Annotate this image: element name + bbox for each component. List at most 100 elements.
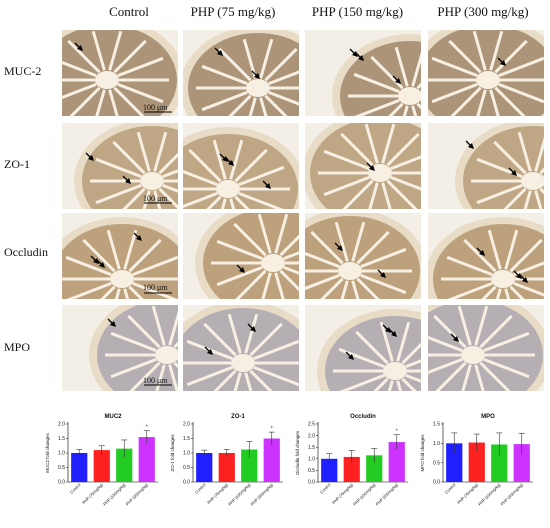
arrow-marker: [519, 274, 528, 283]
histology-panel-occludin-php-300: [428, 213, 544, 299]
y-tick-label: 2.0: [308, 433, 315, 439]
column-header-php-150: PHP (150 mg/kg): [311, 4, 404, 19]
bar-1: [343, 456, 360, 482]
x-tick-label: PHP (300mg/kg): [125, 482, 150, 507]
tissue-image: [183, 305, 299, 391]
tissue-image: [183, 30, 299, 116]
y-tick-label: 0.0: [308, 480, 315, 486]
y-tick-label: 1.0: [58, 451, 65, 457]
bar-0: [196, 453, 213, 482]
bar-chart-zo1: ZO-1 ZO-1 fold changes 0.0 0.5 1.0 1.5 2.0 Cont…: [165, 410, 290, 526]
arrow-marker: [85, 152, 94, 161]
bar-2: [116, 448, 133, 482]
histology-panel-mpo-php-150: [305, 305, 421, 391]
y-axis-label: MUC2 fold changes: [45, 432, 50, 472]
y-tick-label: 1.5: [308, 445, 315, 451]
bar-1: [468, 442, 485, 482]
x-tick-label: PHP (300mg/kg): [250, 482, 275, 507]
y-tick-label: 1.0: [308, 457, 315, 463]
y-tick-label: 2.5: [308, 422, 315, 428]
error-bar-2: [496, 432, 503, 457]
tissue-image: [305, 213, 421, 299]
error-bar-2: [246, 441, 253, 458]
arrow-marker: [96, 259, 105, 268]
arrow-marker: [349, 48, 358, 57]
arrow-marker: [334, 242, 343, 251]
tissue-image: [195, 213, 299, 299]
bar-1: [218, 453, 235, 482]
error-bar-1: [98, 445, 105, 455]
histology-panel-mpo-php-75: [183, 305, 299, 391]
arrow-marker: [74, 42, 83, 51]
arrow-marker: [355, 52, 364, 61]
error-bar-1: [223, 449, 230, 457]
chart-title: MPO: [481, 414, 495, 420]
histology-panel-muc2-php-150: [305, 30, 421, 116]
error-bar-1: [348, 450, 355, 464]
y-tick-label: 0.0: [433, 480, 440, 486]
arrow-marker: [236, 264, 245, 273]
x-tick-label: PHP (75mg/kg): [206, 482, 229, 505]
error-bar-2: [371, 448, 378, 463]
y-tick-label: 1.5: [183, 436, 190, 442]
significance-marker: *: [271, 426, 273, 432]
arrow-marker: [204, 346, 213, 355]
error-bar-3: [393, 434, 400, 450]
y-tick-label: 1.0: [433, 441, 440, 447]
chart-title: ZO-1: [231, 414, 245, 420]
x-tick-label: Control: [444, 482, 457, 495]
column-header-php-75: PHP (75 mg/kg): [190, 4, 276, 19]
arrow-marker: [133, 232, 142, 241]
y-tick-label: 0.0: [183, 480, 190, 486]
error-bar-0: [451, 432, 458, 454]
y-axis-label: Occludin fold changes: [295, 430, 300, 475]
bar-3: [388, 442, 405, 482]
bar-0: [71, 453, 88, 482]
histology-panel-occludin-control: [62, 213, 178, 299]
y-tick-label: 0.5: [58, 465, 65, 471]
tissue-image: [317, 309, 421, 391]
tissue-image: [455, 123, 544, 209]
error-bar-0: [201, 449, 208, 456]
bar-2: [491, 444, 508, 482]
row-label-muc2: MUC-2: [4, 64, 42, 78]
bar-0: [321, 458, 338, 482]
bar-3: [513, 444, 530, 482]
bar-2: [366, 455, 383, 482]
column-header-php-300: PHP (300 mg/kg): [437, 4, 529, 19]
histology-panel-occludin-php-150: [305, 213, 421, 299]
chart-title: Occludin: [350, 414, 376, 420]
y-tick-label: 2.0: [183, 422, 190, 428]
arrow-marker: [107, 318, 116, 327]
arrow-marker: [513, 270, 522, 279]
y-axis-label: MPO fold changes: [420, 434, 425, 472]
x-tick-label: PHP (75mg/kg): [331, 482, 354, 505]
x-tick-label: PHP (150mg/kg): [352, 482, 377, 507]
bar-3: [263, 438, 280, 482]
row-label-occludin: Occludin: [4, 245, 48, 259]
x-tick-label: PHP (300mg/kg): [375, 482, 400, 507]
error-bar-1: [473, 433, 480, 452]
significance-marker: *: [396, 429, 398, 435]
tissue-image: [89, 305, 178, 391]
x-tick-label: Control: [194, 482, 207, 495]
tissue-image: [183, 127, 299, 209]
bar-3: [138, 437, 155, 482]
histology-panel-occludin-php-75: [183, 213, 299, 299]
arrow-marker: [377, 269, 386, 278]
x-tick-label: Control: [69, 482, 82, 495]
arrow-marker: [497, 57, 506, 66]
column-header-control: Control: [109, 4, 149, 19]
x-tick-label: PHP (75mg/kg): [81, 482, 104, 505]
bar-chart-occludin: Occludin Occludin fold changes 0.0 0.5 1.0 1.…: [290, 410, 415, 526]
histology-panel-zo1-php-300: [428, 123, 544, 209]
arrow-marker: [508, 167, 517, 176]
arrow-marker: [262, 180, 271, 189]
bar-chart-muc2: MUC2 MUC2 fold changes 0.0 0.5 1.0 1.5 2.0 Cont…: [40, 410, 165, 526]
tissue-image: [428, 217, 544, 299]
scale-bar-label-zo1: 100 μm: [143, 194, 168, 203]
arrow-marker: [450, 333, 459, 342]
tissue-image: [428, 30, 544, 116]
y-tick-label: 0.5: [308, 468, 315, 474]
tissue-image: [428, 305, 544, 391]
